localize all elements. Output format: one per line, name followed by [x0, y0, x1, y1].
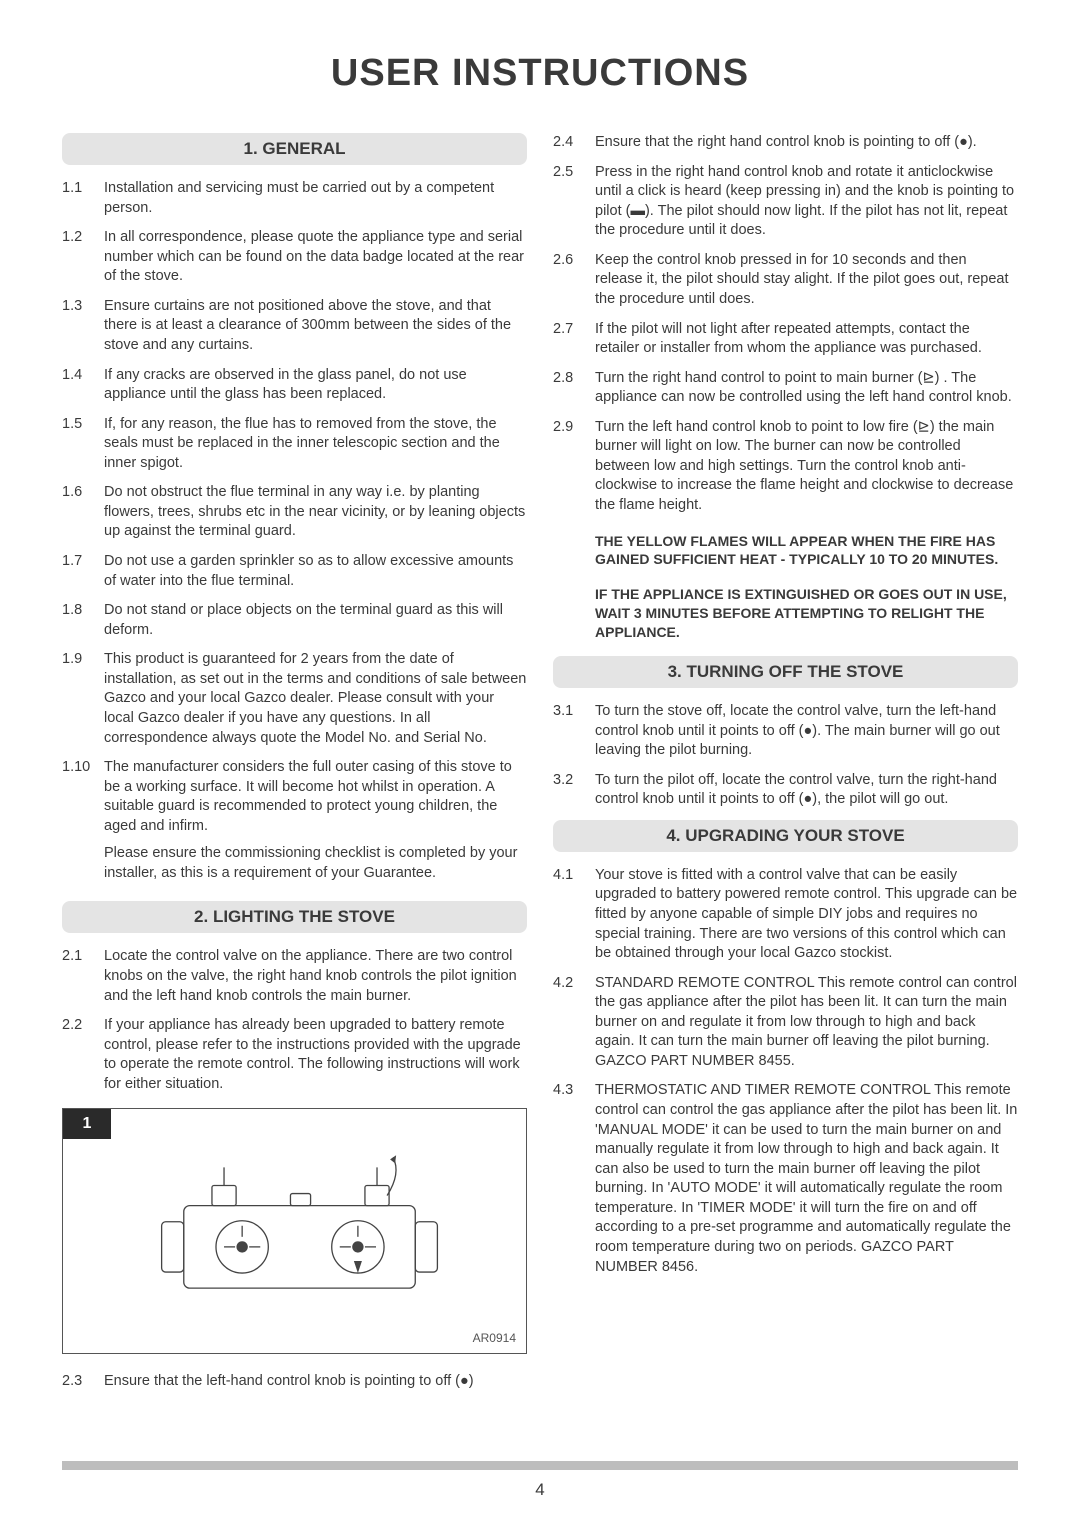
item-text: Do not stand or place objects on the ter…	[104, 601, 527, 640]
item-2-9: 2.9Turn the left hand control knob to po…	[553, 418, 1018, 516]
item-1-2: 1.2In all correspondence, please quote t…	[62, 228, 527, 287]
note-relight: IF THE APPLIANCE IS EXTINGUISHED OR GOES…	[595, 585, 1018, 642]
item-3-2: 3.2To turn the pilot off, locate the con…	[553, 771, 1018, 810]
columns-container: 1. GENERAL 1.1Installation and servicing…	[62, 123, 1018, 1402]
item-text: To turn the stove off, locate the contro…	[595, 702, 1018, 761]
item-1-4: 1.4If any cracks are observed in the gla…	[62, 366, 527, 405]
item-3-1: 3.1To turn the stove off, locate the con…	[553, 702, 1018, 761]
item-1-7: 1.7Do not use a garden sprinkler so as t…	[62, 552, 527, 591]
item-num: 1.5	[62, 415, 104, 474]
item-text: Press in the right hand control knob and…	[595, 163, 1018, 241]
item-1-3: 1.3Ensure curtains are not positioned ab…	[62, 297, 527, 356]
item-num: 2.9	[553, 418, 595, 516]
item-2-5: 2.5Press in the right hand control knob …	[553, 163, 1018, 241]
item-text: THERMOSTATIC AND TIMER REMOTE CONTROL Th…	[595, 1081, 1018, 1277]
item-1-10: 1.10 The manufacturer considers the full…	[62, 758, 527, 891]
item-num: 2.3	[62, 1372, 104, 1392]
bottom-divider	[62, 1461, 1018, 1470]
control-valve-diagram	[63, 1109, 526, 1357]
item-num: 2.5	[553, 163, 595, 241]
item-text: Turn the right hand control to point to …	[595, 369, 1018, 408]
item-text: STANDARD REMOTE CONTROL This remote cont…	[595, 974, 1018, 1072]
item-2-4: 2.4Ensure that the right hand control kn…	[553, 133, 1018, 153]
section-3-header: 3. TURNING OFF THE STOVE	[553, 656, 1018, 688]
item-text: Do not obstruct the flue terminal in any…	[104, 483, 527, 542]
item-num: 1.3	[62, 297, 104, 356]
item-2-6: 2.6Keep the control knob pressed in for …	[553, 251, 1018, 310]
item-text: To turn the pilot off, locate the contro…	[595, 771, 1018, 810]
item-text: Keep the control knob pressed in for 10 …	[595, 251, 1018, 310]
item-1-6: 1.6Do not obstruct the flue terminal in …	[62, 483, 527, 542]
item-4-2: 4.2STANDARD REMOTE CONTROL This remote c…	[553, 974, 1018, 1072]
item-text: Ensure that the left-hand control knob i…	[104, 1372, 527, 1392]
item-num: 2.2	[62, 1016, 104, 1094]
item-4-3: 4.3THERMOSTATIC AND TIMER REMOTE CONTROL…	[553, 1081, 1018, 1277]
item-text: Your stove is fitted with a control valv…	[595, 866, 1018, 964]
item-num: 2.7	[553, 320, 595, 359]
item-4-1: 4.1Your stove is fitted with a control v…	[553, 866, 1018, 964]
item-num: 1.8	[62, 601, 104, 640]
item-text: If the pilot will not light after repeat…	[595, 320, 1018, 359]
page-number: 4	[0, 1480, 1080, 1500]
right-column: 2.4Ensure that the right hand control kn…	[553, 123, 1018, 1402]
item-num: 1.1	[62, 179, 104, 218]
item-text: If, for any reason, the flue has to remo…	[104, 415, 527, 474]
item-text: In all correspondence, please quote the …	[104, 228, 527, 287]
section-1-header: 1. GENERAL	[62, 133, 527, 165]
page-title: USER INSTRUCTIONS	[62, 52, 1018, 95]
item-text: Ensure curtains are not positioned above…	[104, 297, 527, 356]
item-text: Installation and servicing must be carri…	[104, 179, 527, 218]
item-2-1: 2.1Locate the control valve on the appli…	[62, 947, 527, 1006]
figure-1: 1	[62, 1108, 527, 1354]
item-num: 4.3	[553, 1081, 595, 1277]
item-num: 4.2	[553, 974, 595, 1072]
item-1-1: 1.1Installation and servicing must be ca…	[62, 179, 527, 218]
item-num: 1.6	[62, 483, 104, 542]
item-num: 1.2	[62, 228, 104, 287]
item-text-p2: Please ensure the commissioning checklis…	[104, 844, 527, 883]
item-num: 2.6	[553, 251, 595, 310]
item-1-9: 1.9This product is guaranteed for 2 year…	[62, 650, 527, 748]
left-column: 1. GENERAL 1.1Installation and servicing…	[62, 123, 527, 1402]
item-num: 1.4	[62, 366, 104, 405]
item-num: 4.1	[553, 866, 595, 964]
item-text: The manufacturer considers the full oute…	[104, 758, 527, 891]
section-4-header: 4. UPGRADING YOUR STOVE	[553, 820, 1018, 852]
item-text: If any cracks are observed in the glass …	[104, 366, 527, 405]
figure-code: AR0914	[473, 1331, 516, 1345]
item-text: Ensure that the right hand control knob …	[595, 133, 1018, 153]
item-text: Do not use a garden sprinkler so as to a…	[104, 552, 527, 591]
item-1-8: 1.8Do not stand or place objects on the …	[62, 601, 527, 640]
item-text: If your appliance has already been upgra…	[104, 1016, 527, 1094]
section-2-header: 2. LIGHTING THE STOVE	[62, 901, 527, 933]
item-1-5: 1.5If, for any reason, the flue has to r…	[62, 415, 527, 474]
item-2-2: 2.2If your appliance has already been up…	[62, 1016, 527, 1094]
item-num: 3.1	[553, 702, 595, 761]
item-num: 2.8	[553, 369, 595, 408]
item-num: 1.9	[62, 650, 104, 748]
item-text-p1: The manufacturer considers the full oute…	[104, 758, 527, 836]
item-num: 3.2	[553, 771, 595, 810]
item-text: This product is guaranteed for 2 years f…	[104, 650, 527, 748]
item-num: 2.1	[62, 947, 104, 1006]
note-yellow-flames: THE YELLOW FLAMES WILL APPEAR WHEN THE F…	[595, 532, 1018, 570]
item-text: Locate the control valve on the applianc…	[104, 947, 527, 1006]
item-2-8: 2.8Turn the right hand control to point …	[553, 369, 1018, 408]
item-text: Turn the left hand control knob to point…	[595, 418, 1018, 516]
item-num: 1.7	[62, 552, 104, 591]
item-num: 2.4	[553, 133, 595, 153]
item-2-3: 2.3Ensure that the left-hand control kno…	[62, 1372, 527, 1392]
item-2-7: 2.7If the pilot will not light after rep…	[553, 320, 1018, 359]
item-num: 1.10	[62, 758, 104, 891]
